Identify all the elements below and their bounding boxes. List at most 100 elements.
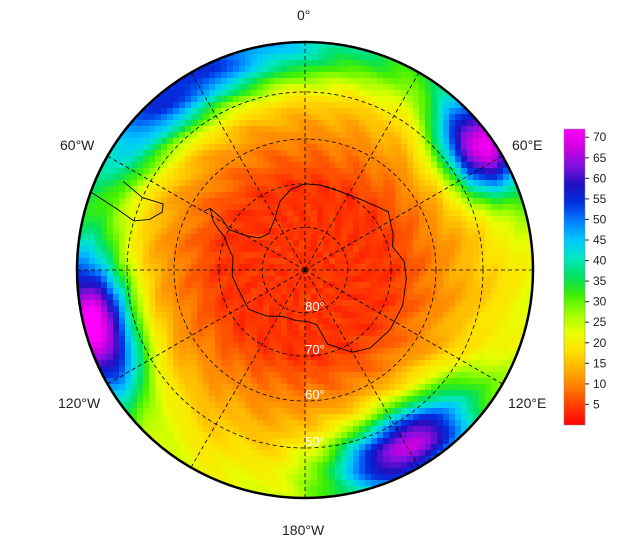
field-cell (221, 132, 228, 139)
field-cell (107, 300, 114, 307)
field-cell (401, 252, 408, 259)
field-cell (113, 198, 120, 205)
field-cell (329, 270, 336, 277)
field-cell (323, 72, 330, 79)
field-cell (305, 348, 312, 355)
field-cell (263, 138, 270, 145)
field-cell (383, 108, 390, 115)
field-cell (179, 354, 186, 361)
field-cell (491, 228, 498, 235)
field-cell (77, 252, 84, 259)
field-cell (431, 294, 438, 301)
field-cell (461, 414, 468, 421)
field-cell (305, 390, 312, 397)
field-cell (305, 156, 312, 163)
field-cell (257, 456, 264, 463)
field-cell (311, 174, 318, 181)
field-cell (413, 180, 420, 187)
field-cell (197, 90, 204, 97)
field-cell (359, 330, 366, 337)
field-cell (107, 396, 114, 403)
field-cell (101, 288, 108, 295)
field-cell (413, 120, 420, 127)
field-cell (233, 228, 240, 235)
field-cell (449, 150, 456, 157)
field-cell (383, 384, 390, 391)
field-cell (425, 78, 432, 85)
field-cell (521, 270, 528, 277)
field-cell (119, 336, 126, 343)
field-cell (407, 174, 414, 181)
field-cell (377, 372, 384, 379)
field-cell (281, 222, 288, 229)
field-cell (233, 264, 240, 271)
field-cell (353, 294, 360, 301)
field-cell (185, 156, 192, 163)
field-cell (125, 270, 132, 277)
field-cell (455, 384, 462, 391)
field-cell (443, 264, 450, 271)
field-cell (89, 312, 96, 319)
field-cell (149, 168, 156, 175)
field-cell (341, 426, 348, 433)
field-cell (131, 282, 138, 289)
field-cell (305, 240, 312, 247)
field-cell (179, 366, 186, 373)
field-cell (107, 372, 114, 379)
field-cell (473, 378, 480, 385)
field-cell (185, 180, 192, 187)
field-cell (197, 312, 204, 319)
field-cell (395, 264, 402, 271)
field-cell (113, 258, 120, 265)
field-cell (437, 444, 444, 451)
field-cell (371, 270, 378, 277)
field-cell (125, 396, 132, 403)
field-cell (317, 60, 324, 67)
field-cell (395, 156, 402, 163)
field-cell (347, 96, 354, 103)
field-cell (353, 48, 360, 55)
field-cell (401, 348, 408, 355)
field-cell (377, 462, 384, 469)
field-cell (491, 156, 498, 163)
field-cell (269, 396, 276, 403)
field-cell (413, 348, 420, 355)
field-cell (257, 120, 264, 127)
field-cell (203, 198, 210, 205)
field-cell (461, 390, 468, 397)
field-cell (383, 264, 390, 271)
field-cell (299, 390, 306, 397)
field-cell (281, 54, 288, 61)
field-cell (347, 252, 354, 259)
field-cell (251, 108, 258, 115)
field-cell (179, 342, 186, 349)
field-cell (167, 330, 174, 337)
field-cell (131, 342, 138, 349)
field-cell (125, 132, 132, 139)
field-cell (173, 72, 180, 79)
field-cell (353, 186, 360, 193)
field-cell (95, 312, 102, 319)
field-cell (335, 60, 342, 67)
field-cell (443, 330, 450, 337)
field-cell (233, 108, 240, 115)
field-cell (401, 102, 408, 109)
field-cell (107, 240, 114, 247)
field-cell (305, 42, 312, 49)
field-cell (95, 174, 102, 181)
field-cell (347, 264, 354, 271)
field-cell (191, 288, 198, 295)
field-cell (383, 378, 390, 385)
field-cell (281, 150, 288, 157)
field-cell (401, 204, 408, 211)
field-cell (299, 144, 306, 151)
field-cell (269, 348, 276, 355)
field-cell (311, 342, 318, 349)
field-cell (131, 162, 138, 169)
field-cell (437, 342, 444, 349)
field-cell (155, 396, 162, 403)
field-cell (419, 426, 426, 433)
field-cell (269, 450, 276, 457)
field-cell (473, 336, 480, 343)
field-cell (395, 384, 402, 391)
